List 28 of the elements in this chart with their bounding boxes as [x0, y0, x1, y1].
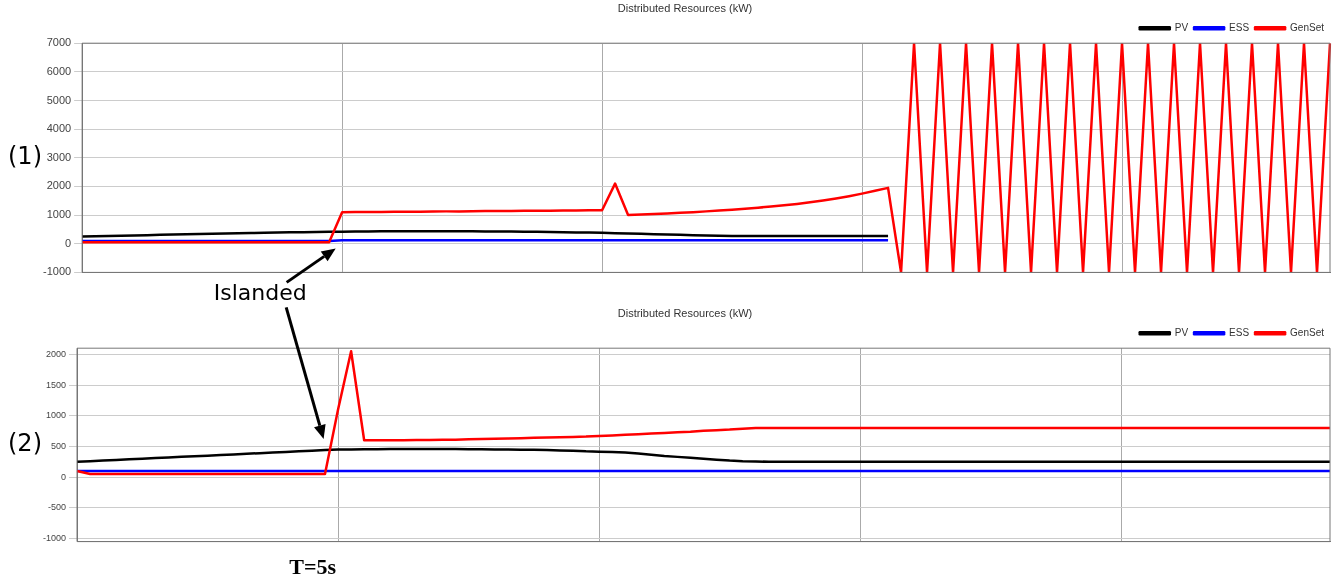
- y-tick-label: 1000: [45, 410, 67, 421]
- legend-label: PV: [1174, 326, 1189, 338]
- y-tick-label: 2000: [46, 179, 72, 192]
- y-tick-label: 2000: [45, 348, 67, 359]
- y-tick-label: -500: [48, 502, 67, 513]
- y-tick-label: 500: [50, 440, 67, 451]
- legend-label: GenSet: [1290, 21, 1325, 33]
- text: (2): [8, 428, 42, 457]
- text: Islanded: [213, 280, 307, 306]
- legend-label: PV: [1174, 21, 1189, 33]
- text: (1): [8, 141, 42, 170]
- legend-label: GenSet: [1290, 326, 1325, 338]
- y-tick-label: 7000: [46, 36, 72, 49]
- chart-title: Distributed Resources (kW): [617, 1, 753, 14]
- y-tick-label: 6000: [46, 64, 72, 77]
- y-tick-label: 1500: [45, 379, 67, 390]
- text: T=5s: [289, 553, 337, 580]
- legend-label: ESS: [1229, 21, 1250, 33]
- y-tick-label: 3000: [46, 150, 72, 163]
- y-tick-label: 5000: [46, 93, 72, 106]
- y-tick-label: -1000: [42, 533, 67, 544]
- chart-title: Distributed Resources (kW): [617, 306, 753, 319]
- y-tick-label: 0: [61, 471, 67, 482]
- y-tick-label: 0: [65, 236, 72, 249]
- legend-label: ESS: [1229, 326, 1250, 338]
- y-tick-label: -1000: [42, 265, 72, 278]
- y-tick-label: 4000: [46, 122, 72, 135]
- y-tick-label: 1000: [46, 208, 72, 221]
